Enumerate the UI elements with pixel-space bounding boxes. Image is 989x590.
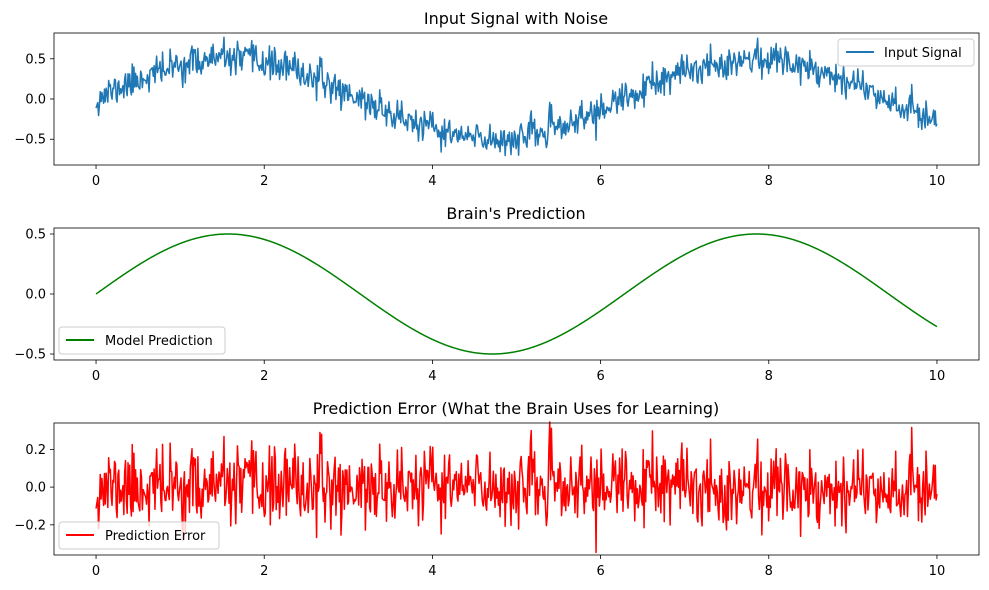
x-tick-label: 10 <box>929 564 946 579</box>
chart-title: Brain's Prediction <box>446 204 585 223</box>
legend-label: Prediction Error <box>105 529 206 544</box>
legend: Prediction Error <box>58 521 220 550</box>
subplot-input-signal: Input Signal with Noise Input Signal 0 2 4… <box>14 9 980 189</box>
axes-frame <box>53 422 980 556</box>
legend: Model Prediction <box>58 326 226 355</box>
y-tick-label: −0.5 <box>14 133 46 148</box>
x-tick-label: 4 <box>428 174 436 189</box>
y-tick-label: 0.5 <box>25 228 46 243</box>
y-tick-label: 0.0 <box>25 93 46 108</box>
y-tick-label: 0.0 <box>25 481 46 496</box>
series-line <box>95 36 938 157</box>
subplot-brain-prediction: Brain's Prediction Model Prediction 0 2 4 6… <box>14 204 980 384</box>
x-tick-label: 0 <box>92 564 100 579</box>
x-tick-label: 8 <box>765 564 773 579</box>
legend-box <box>837 38 975 67</box>
legend-label: Input Signal <box>884 46 962 61</box>
x-tick-label: 10 <box>929 174 946 189</box>
x-tick-label: 6 <box>596 369 604 384</box>
legend-box <box>58 521 220 550</box>
x-tick-label: 0 <box>92 369 100 384</box>
x-tick-label: 2 <box>260 174 268 189</box>
plot-area <box>95 421 938 554</box>
plot-area <box>95 233 938 355</box>
y-tick-label: 0.5 <box>25 52 46 67</box>
subplot-prediction-error: Prediction Error (What the Brain Uses fo… <box>14 399 980 579</box>
x-tick-label: 8 <box>765 174 773 189</box>
x-tick-label: 4 <box>428 564 436 579</box>
x-tick-label: 10 <box>929 369 946 384</box>
legend: Input Signal <box>837 38 975 67</box>
x-tick-label: 2 <box>260 369 268 384</box>
y-tick-label: −0.5 <box>14 348 46 363</box>
x-tick-label: 6 <box>596 564 604 579</box>
x-tick-label: 8 <box>765 369 773 384</box>
y-tick-label: 0.2 <box>25 443 46 458</box>
plot-area <box>95 36 938 157</box>
x-tick-label: 0 <box>92 174 100 189</box>
series-line <box>95 421 938 554</box>
series-line <box>95 233 938 355</box>
chart-title: Prediction Error (What the Brain Uses fo… <box>313 399 720 418</box>
x-tick-label: 4 <box>428 369 436 384</box>
y-tick-label: 0.0 <box>25 288 46 303</box>
legend-label: Model Prediction <box>105 334 213 349</box>
x-tick-label: 6 <box>596 174 604 189</box>
legend-box <box>58 326 226 355</box>
chart-title: Input Signal with Noise <box>424 9 608 28</box>
x-tick-label: 2 <box>260 564 268 579</box>
y-tick-label: −0.2 <box>14 518 46 533</box>
